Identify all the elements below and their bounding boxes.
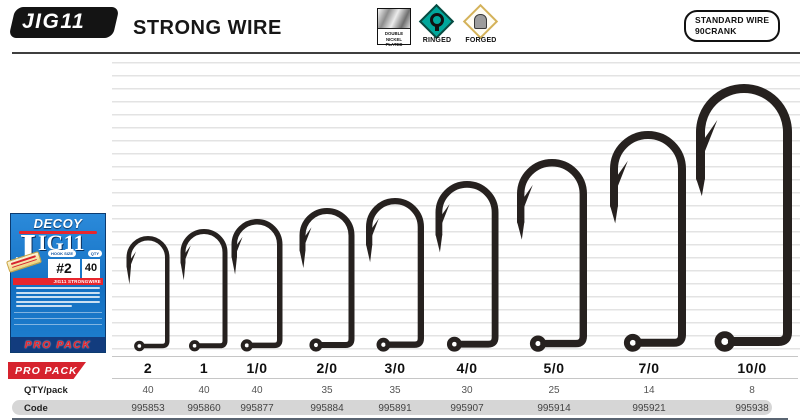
standard-wire-badge: STANDARD WIRE 90CRANK: [684, 10, 781, 43]
hook-barb: [367, 218, 379, 241]
double-nickel-plated-icon: DOUBLE NICKEL PLATED: [377, 8, 411, 48]
qty-row-label: QTY/pack: [24, 385, 68, 396]
hook-eye: [529, 335, 547, 352]
package-propack-band: PRO PACK: [11, 337, 105, 352]
size-row-top-line: [112, 356, 798, 357]
size-row-bottom-line: [112, 378, 798, 379]
hook-eye: [188, 340, 201, 352]
nickel-label-line2: PLATED: [385, 42, 403, 48]
size-cell: 7/0: [638, 360, 660, 376]
header-divider: [12, 52, 800, 54]
code-cell: 995884: [310, 403, 344, 414]
qty-cell: 40: [142, 385, 154, 396]
hook-size-7/0: [610, 131, 686, 352]
brand-logo: DECOY: [33, 216, 83, 231]
size-cell: 5/0: [543, 360, 565, 376]
hook-size-4/0: [435, 181, 499, 352]
hook-barb: [300, 227, 312, 248]
hook-barb: [232, 236, 243, 256]
package-series-bar: JIG11 STRONGWIRE: [13, 277, 103, 285]
code-cell: 995860: [187, 403, 221, 414]
size-cell: 1/0: [246, 360, 268, 376]
size-cell: 1: [199, 360, 209, 376]
hook-size-2/0: [299, 208, 355, 352]
product-package: DECOY J IG11 HOOK SIZE QTY #2 40 JIG11 S…: [5, 213, 106, 353]
hook-barb: [127, 251, 136, 268]
qty-cell: 14: [643, 385, 655, 396]
code-row-label: Code: [24, 403, 48, 414]
qty-value: 40: [82, 258, 100, 278]
hook-size-1: [180, 229, 228, 352]
hook-eye: [134, 340, 145, 352]
hook-size-label: HOOK SIZE: [48, 249, 77, 257]
size-cell: 3/0: [384, 360, 406, 376]
qty-cell: 40: [198, 385, 210, 396]
hook-size-1/0: [231, 219, 283, 352]
code-cell: 995891: [378, 403, 412, 414]
hook-eye: [446, 336, 462, 352]
hook-barb: [518, 184, 533, 213]
hook-size-3/0: [366, 198, 424, 352]
size-cell: 2/0: [316, 360, 338, 376]
series-name: STRONG WIRE: [133, 17, 282, 39]
logo-swoosh: [18, 231, 98, 234]
hook-size-5/0: [517, 159, 587, 352]
hook-size-value: #2: [48, 258, 80, 278]
qty-cell: 35: [389, 385, 401, 396]
code-cell: 995921: [632, 403, 666, 414]
qty-cell: 25: [548, 385, 560, 396]
hook-eye: [714, 331, 736, 352]
package-model-rest: IG11: [38, 229, 85, 255]
hook-eye: [309, 338, 323, 352]
qty-cell: 35: [321, 385, 333, 396]
hook-eye: [376, 337, 391, 352]
package-fine-print: [16, 287, 100, 289]
nickel-plate-swatch: [378, 9, 410, 29]
qty-cell: 40: [251, 385, 263, 396]
forged-label: FORGED: [465, 37, 497, 44]
pro-pack-banner: PRO PACK: [8, 362, 86, 379]
hook-barb: [611, 160, 628, 192]
code-cell: 995853: [131, 403, 165, 414]
code-cell: 995938: [735, 403, 769, 414]
hook-barb: [436, 203, 450, 229]
nickel-label-line1: DOUBLE NICKEL: [384, 31, 404, 42]
hook-size-2: [126, 236, 170, 352]
qty-label: QTY: [87, 249, 102, 257]
bottom-rule: [12, 418, 788, 420]
wire-badge-line1: STANDARD WIRE: [695, 15, 770, 25]
hook-eye: [240, 339, 253, 352]
pro-pack-banner-text: PRO PACK: [15, 364, 78, 377]
hook-barb: [181, 245, 191, 263]
model-name: JIG11: [22, 10, 86, 33]
wire-badge-line2: 90CRANK: [695, 26, 737, 37]
size-cell: 2: [143, 360, 153, 376]
code-cell: 995914: [537, 403, 571, 414]
code-row-bar: [12, 400, 772, 415]
hook-barb: [697, 120, 718, 158]
code-cell: 995907: [450, 403, 484, 414]
qty-cell: 8: [749, 385, 755, 396]
hook-eye: [623, 333, 642, 352]
qty-cell: 30: [461, 385, 473, 396]
code-cell: 995877: [240, 403, 274, 414]
size-cell: 10/0: [737, 360, 767, 376]
package-propack-text: PRO PACK: [24, 338, 92, 351]
hook-size-10/0: [696, 84, 792, 352]
size-cell: 4/0: [456, 360, 478, 376]
ringed-label: RINGED: [422, 37, 452, 44]
